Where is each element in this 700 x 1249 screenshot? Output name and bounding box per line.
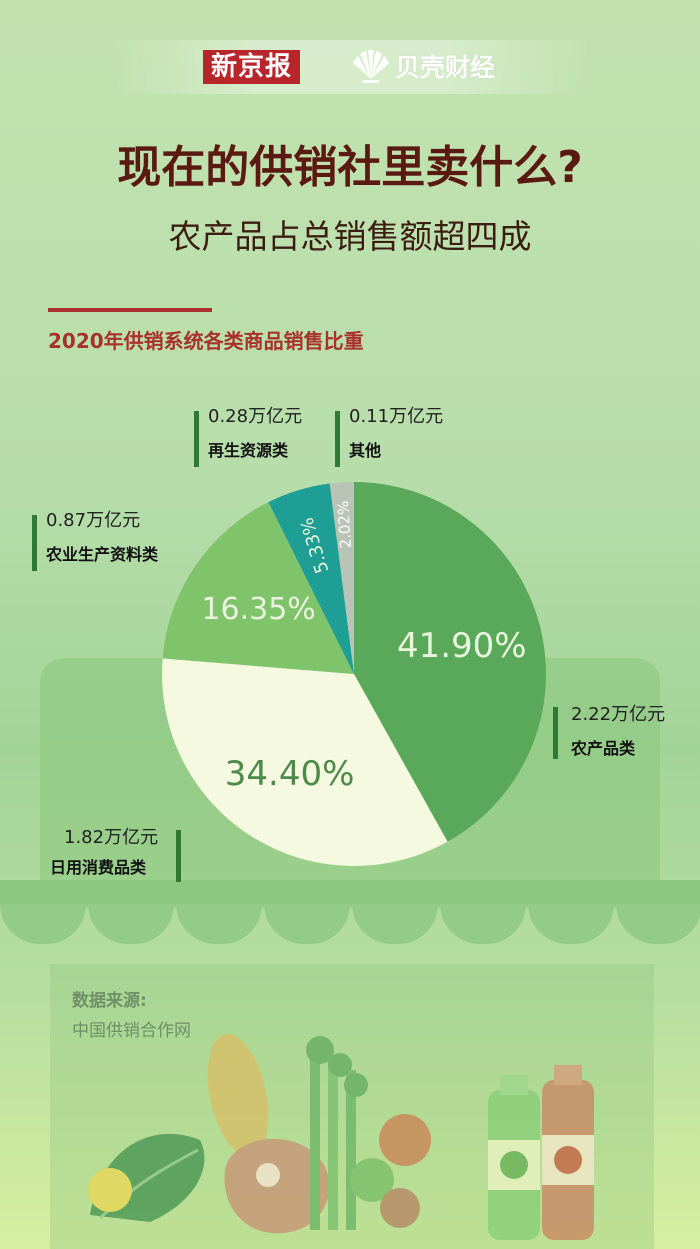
callout-bar [32, 515, 37, 571]
pie-slice-percent-label: 16.35% [201, 592, 315, 627]
callout-bar [335, 411, 340, 467]
apple-icon [350, 1158, 394, 1202]
page-subtitle: 农产品占总销售额超四成 [168, 217, 532, 256]
chart-title: 2020年供销系统各类商品销售比重 [48, 329, 364, 353]
beike-logo-text: 贝壳财经 [395, 53, 496, 82]
pie-slice-recycling [268, 483, 354, 674]
pie-slice-agri-supplies [162, 502, 354, 674]
page-title: 现在的供销社里卖什么? [117, 142, 583, 193]
callout-category: 再生资源类 [208, 441, 289, 460]
callout-bar [553, 707, 558, 759]
pie-slice-daily-goods [161, 658, 448, 867]
callout-amount: 0.11万亿元 [349, 406, 444, 427]
callout-amount: 2.22万亿元 [571, 704, 666, 725]
pie-slice-percent-label: 34.40% [225, 754, 355, 794]
callout-category: 农业生产资料类 [46, 545, 159, 564]
awning-band [0, 880, 700, 906]
source-label: 数据来源: [72, 991, 147, 1011]
chart-title-rule [48, 308, 212, 312]
lemon-icon [88, 1168, 132, 1212]
celery-icon [310, 1040, 320, 1230]
callout-amount: 0.28万亿元 [208, 406, 303, 427]
pie-slice-percent-label: 41.90% [397, 626, 527, 666]
xinjingbao-logo: 新京报 [203, 50, 301, 84]
awning-scallops [0, 904, 700, 948]
callout-amount: 0.87万亿元 [46, 510, 141, 531]
callout-bar [176, 830, 181, 882]
callout-category: 其他 [349, 441, 382, 460]
source-value: 中国供销合作网 [72, 1021, 191, 1041]
callout-category: 日用消费品类 [50, 858, 147, 877]
callout-category: 农产品类 [571, 739, 636, 758]
bread-icon [207, 1034, 269, 1156]
brand-band [110, 40, 590, 94]
pie-slice-agri-products [354, 482, 547, 842]
callout-amount: 1.82万亿元 [64, 827, 159, 848]
meat-icon [224, 1138, 330, 1234]
pie-slice-percent-label: 2.02% [334, 500, 355, 549]
callout-bar [194, 411, 199, 467]
tomato-icon [379, 1114, 431, 1166]
pie-slice-other [329, 482, 354, 674]
beike-shell-icon [353, 49, 389, 83]
onion-icon [380, 1188, 420, 1228]
